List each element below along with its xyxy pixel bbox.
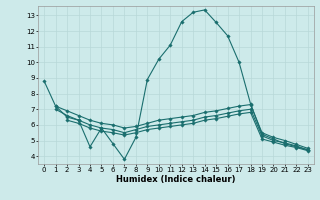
X-axis label: Humidex (Indice chaleur): Humidex (Indice chaleur) bbox=[116, 175, 236, 184]
